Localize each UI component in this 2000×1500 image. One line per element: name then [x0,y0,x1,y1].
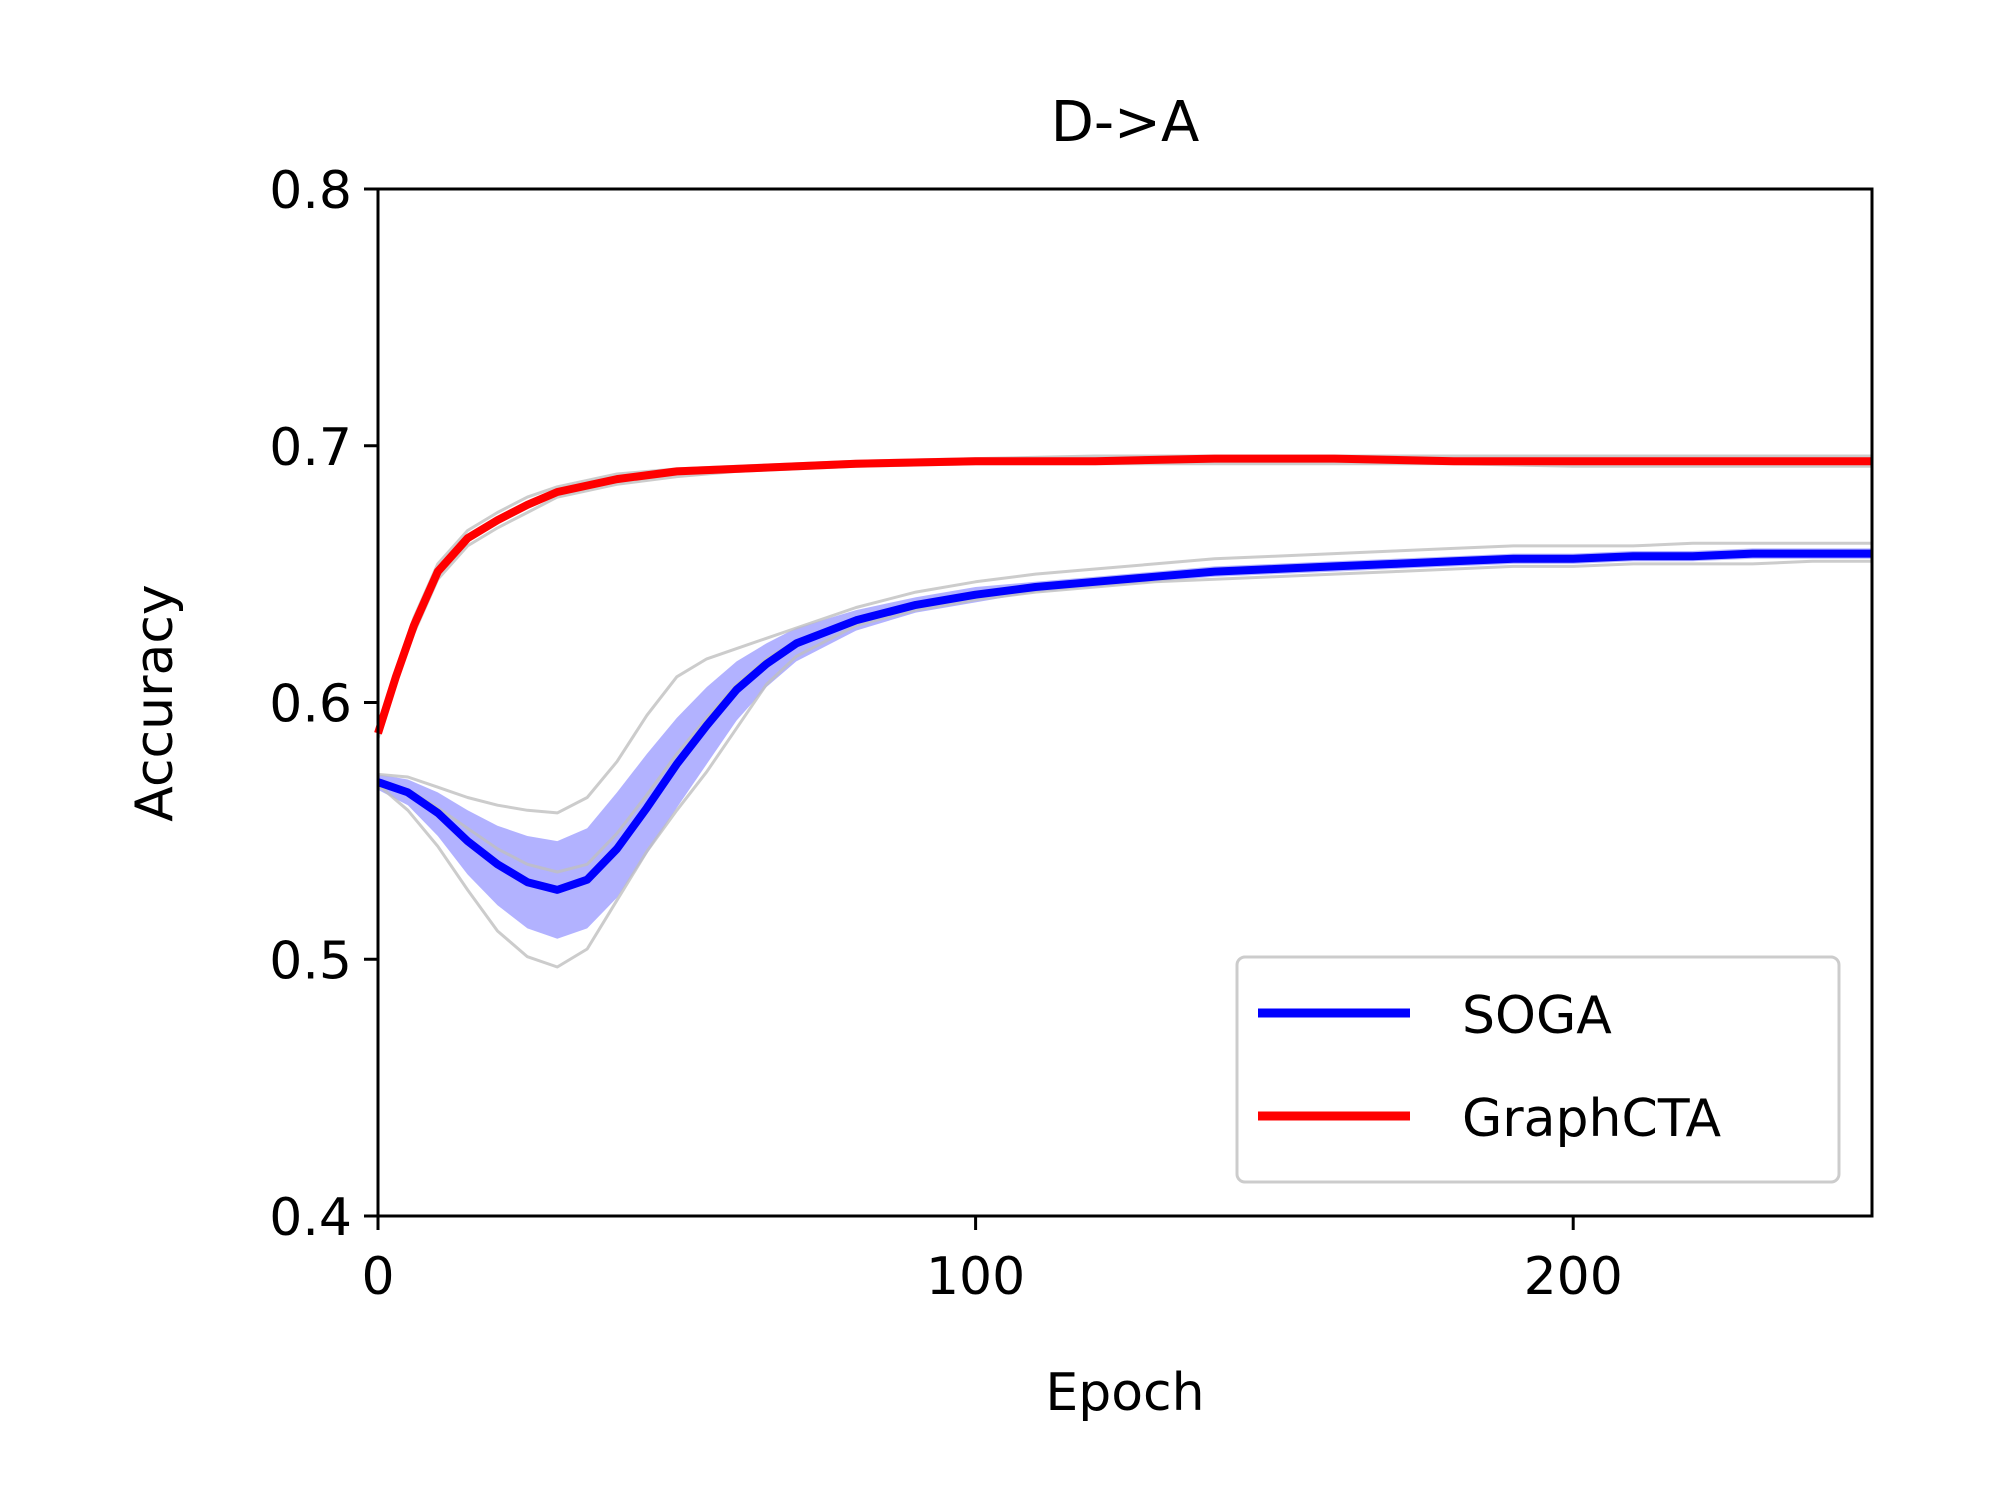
y-axis-ticks: 0.4 0.5 0.6 0.7 0.8 [269,161,378,1248]
y-tick-label: 0.8 [269,161,352,221]
graphcta-mean-line [374,454,1872,735]
plot-area [374,454,1872,969]
y-tick-label: 0.7 [269,418,352,478]
x-axis-label: Epoch [1045,1363,1204,1423]
soga-run-line-1 [377,541,1872,815]
y-tick-label: 0.6 [269,675,352,735]
x-tick-label: 100 [926,1247,1025,1307]
legend-label-soga: SOGA [1462,986,1612,1046]
y-tick-label: 0.4 [269,1188,352,1248]
graphcta-run-line-2 [376,462,1872,739]
y-axis-label: Accuracy [125,584,185,821]
x-tick-label: 200 [1524,1247,1623,1307]
legend-label-graphcta: GraphCTA [1462,1089,1722,1149]
y-tick-label: 0.5 [269,931,352,991]
x-tick-label: 0 [361,1247,394,1307]
graphcta-run-line-1 [376,454,1872,729]
chart-title: D->A [1051,90,1200,155]
legend: SOGA GraphCTA [1235,955,1841,1184]
soga-mean-line [376,549,1872,894]
soga-run-line-3 [377,559,1872,969]
soga-confidence-band [378,548,1872,939]
x-axis-ticks: 0 100 200 [361,1216,1623,1307]
